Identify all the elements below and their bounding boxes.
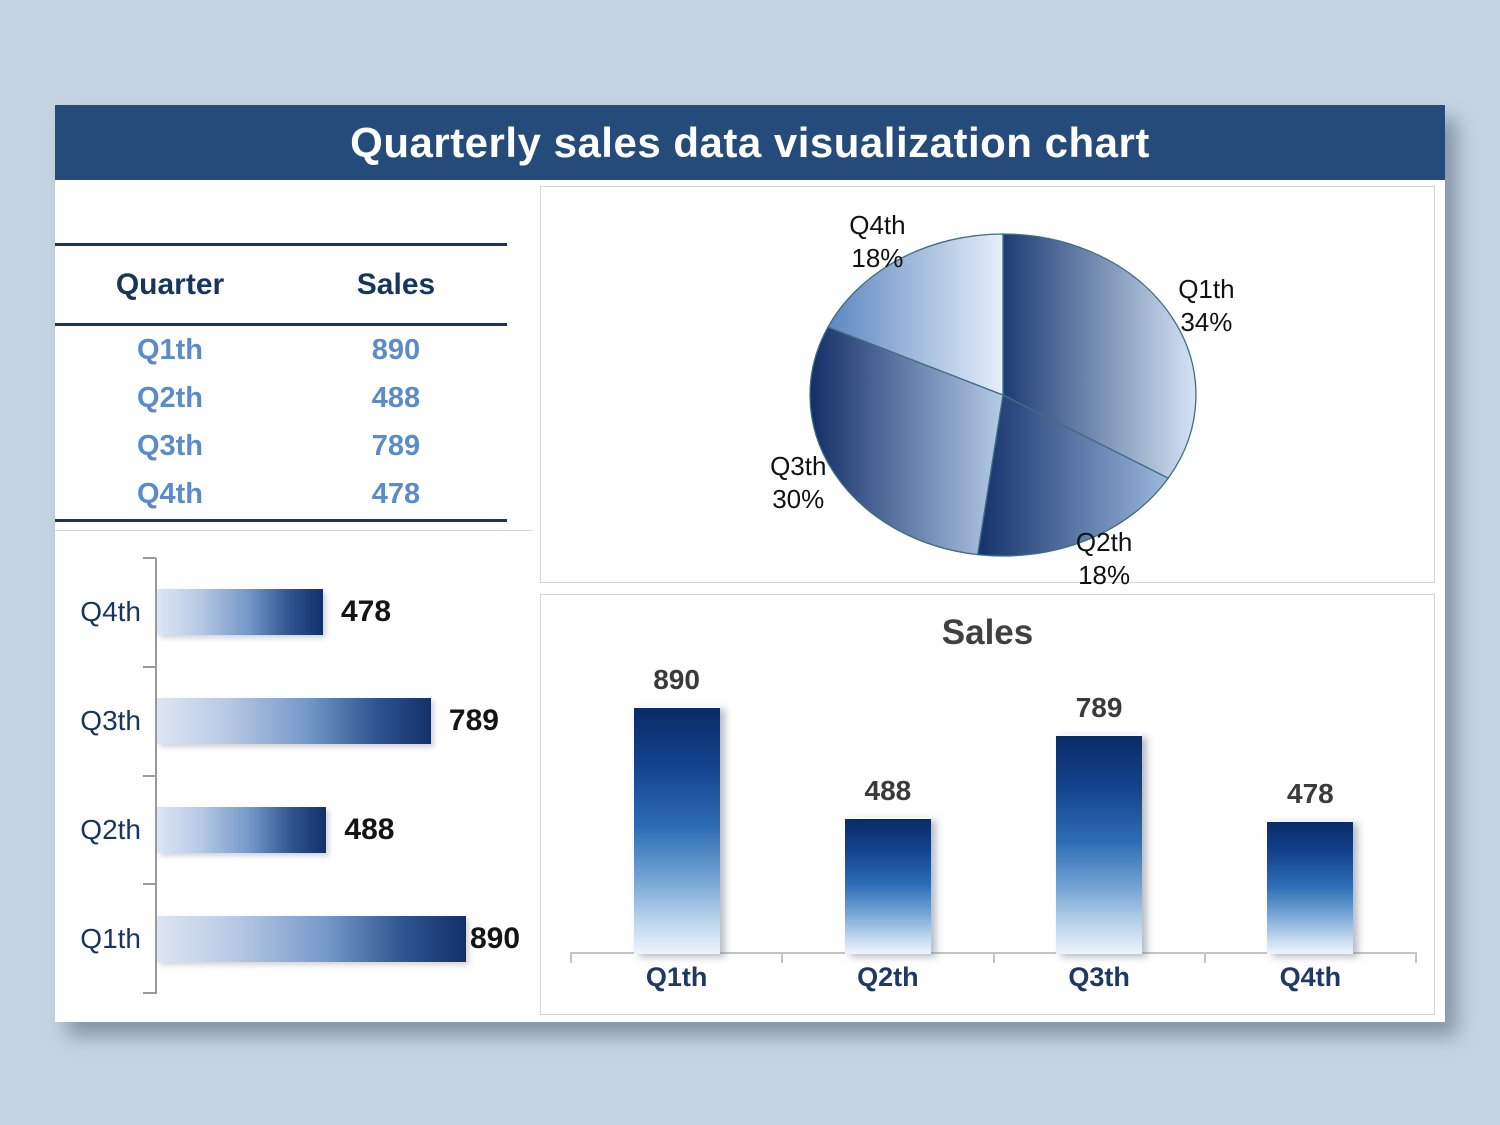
hbar-top-divider bbox=[55, 530, 533, 531]
pie-slice-q4th bbox=[827, 233, 1004, 396]
table-header-sales: Sales bbox=[356, 267, 436, 301]
vbar-value-label: 488 bbox=[864, 775, 912, 807]
table-cell-quarter: Q2th bbox=[136, 381, 204, 414]
pie-label-category: Q3th bbox=[770, 450, 827, 481]
hbar-category-label: Q1th bbox=[80, 922, 141, 954]
vbar-value-label: 890 bbox=[653, 664, 700, 695]
vbar-category-label: Q2th bbox=[857, 962, 919, 992]
hbar-value-label: 488 bbox=[344, 812, 395, 846]
table-rule-middle bbox=[55, 323, 507, 326]
pie-slice-q1th bbox=[1002, 233, 1197, 480]
vbar-axis-tick bbox=[992, 952, 995, 963]
hbar-bar-q4th bbox=[157, 589, 323, 636]
table-cell-sales: 478 bbox=[371, 478, 421, 511]
table-header-quarter: Quarter bbox=[115, 267, 225, 301]
pie-chart-panel: Q1th 34% Q2th 18% Q3th 30% Q4th 18% bbox=[540, 186, 1435, 590]
page-title: Quarterly sales data visualization chart bbox=[350, 118, 1150, 166]
table-row: Q3th 789 bbox=[55, 423, 507, 471]
table-rule-bottom bbox=[55, 519, 507, 522]
hbar-y-axis bbox=[155, 558, 157, 994]
hbar-value-label: 890 bbox=[470, 921, 521, 955]
main-panel: Quarterly sales data visualization chart… bbox=[55, 105, 1445, 1022]
table-cell-quarter: Q1th bbox=[136, 333, 204, 366]
pie-chart-svg bbox=[809, 233, 1197, 557]
table-row: Q1th 890 bbox=[55, 326, 507, 374]
vbar-chart-title: Sales bbox=[941, 613, 1034, 652]
vbar-axis-tick bbox=[1203, 952, 1206, 963]
pie-label-category: Q2th bbox=[1075, 526, 1133, 557]
pie-label-category: Q4th bbox=[849, 209, 906, 240]
vbar-axis-tick bbox=[781, 952, 784, 963]
pie-slice-q3th bbox=[809, 326, 1004, 556]
hbar-category-label: Q2th bbox=[80, 813, 141, 845]
pie-label-percent: 18% bbox=[851, 242, 904, 273]
table-row: Q4th 478 bbox=[55, 471, 507, 519]
vbar-category-label: Q4th bbox=[1279, 962, 1342, 992]
data-table-body: Q1th 890 Q2th 488 Q3th 789 Q4th 478 bbox=[55, 326, 507, 519]
hbar-category-label: Q4th bbox=[80, 596, 141, 628]
table-rule-top bbox=[55, 243, 507, 246]
vbar-bar-q2th bbox=[844, 817, 931, 954]
vbar-category-label: Q3th bbox=[1068, 962, 1130, 992]
pie-label-q2th: Q2th 18% bbox=[1076, 526, 1132, 592]
vbar-axis-tick bbox=[1415, 952, 1417, 963]
title-bar: Quarterly sales data visualization chart bbox=[55, 105, 1445, 180]
table-cell-quarter: Q4th bbox=[136, 478, 204, 511]
vbar-bar-q4th bbox=[1267, 819, 1354, 954]
hbar-axis-tick bbox=[143, 992, 156, 994]
hbar-axis-tick bbox=[143, 665, 156, 668]
hbar-axis-tick bbox=[143, 774, 156, 777]
pie-label-q3th: Q3th 30% bbox=[770, 450, 826, 516]
vbar-bar-q3th bbox=[1056, 733, 1143, 954]
hbar-value-label: 478 bbox=[341, 595, 392, 629]
table-row: Q2th 488 bbox=[55, 374, 507, 422]
pie-label-percent: 18% bbox=[1078, 559, 1131, 590]
vbar-bar-q1th bbox=[633, 706, 720, 954]
vbar-value-label: 789 bbox=[1075, 691, 1123, 723]
table-cell-quarter: Q3th bbox=[136, 430, 204, 463]
pie-label-percent: 30% bbox=[772, 483, 825, 514]
hbar-axis-tick bbox=[143, 883, 156, 886]
vbar-axis-tick bbox=[570, 952, 572, 963]
hbar-bar-q1th bbox=[157, 915, 466, 962]
pie-label-q4th: Q4th 18% bbox=[849, 209, 905, 275]
pie-slice-q2th bbox=[976, 394, 1170, 557]
vbar-value-label: 478 bbox=[1287, 777, 1334, 809]
pie-label-percent: 34% bbox=[1180, 306, 1233, 337]
table-cell-sales: 789 bbox=[371, 430, 421, 463]
table-header-row: Quarter Sales bbox=[55, 246, 507, 323]
hbar-value-label: 789 bbox=[448, 704, 499, 738]
vertical-bar-chart-panel: Sales 890 Q1th 488 Q2th 789 Q3th 478 Q4th bbox=[540, 594, 1435, 1015]
hbar-bar-q3th bbox=[157, 698, 431, 745]
hbar-category-label: Q3th bbox=[80, 705, 141, 737]
hbar-axis-tick bbox=[143, 557, 156, 559]
vbar-category-label: Q1th bbox=[645, 962, 708, 992]
pie-label-q1th: Q1th 34% bbox=[1178, 273, 1234, 339]
table-cell-sales: 890 bbox=[371, 333, 421, 366]
table-cell-sales: 488 bbox=[371, 381, 421, 414]
hbar-bar-q2th bbox=[157, 806, 327, 853]
pie-label-category: Q1th bbox=[1178, 273, 1235, 304]
